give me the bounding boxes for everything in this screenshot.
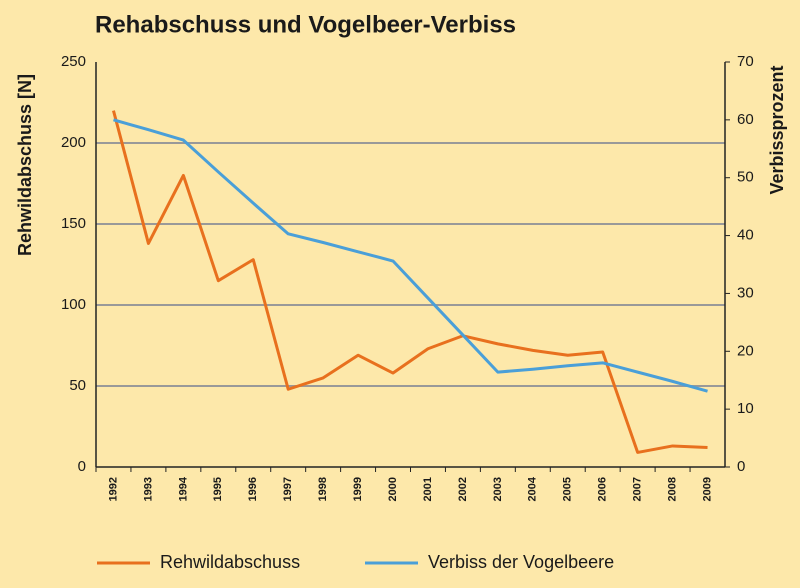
x-tick-label: 1997 [282, 477, 294, 501]
y2-tick-label: 30 [737, 284, 754, 301]
x-tick-label: 1993 [142, 477, 154, 501]
y-tick-label: 100 [61, 296, 86, 313]
x-tick-label: 1999 [352, 477, 364, 501]
x-tick-label: 2002 [457, 477, 469, 501]
y-tick-label: 150 [61, 215, 86, 232]
x-tick-label: 1998 [317, 477, 329, 501]
y2-axis-label: Verbissprozent [767, 65, 787, 194]
chart-title: Rehabschuss und Vogelbeer-Verbiss [95, 11, 516, 38]
y-axis-label: Rehwildabschuss [N] [15, 74, 35, 256]
x-tick-label: 2003 [492, 477, 504, 501]
series-line [112, 110, 708, 454]
x-tick-label: 1992 [107, 477, 119, 501]
x-tick-label: 2009 [701, 477, 713, 501]
y2-tick-label: 70 [737, 53, 754, 70]
x-tick-label: 2006 [597, 477, 609, 501]
y-tick-label: 50 [69, 377, 86, 394]
x-tick-label: 2004 [527, 476, 539, 501]
y-tick-label: 200 [61, 134, 86, 151]
y2-tick-label: 0 [737, 458, 745, 475]
x-tick-label: 1995 [212, 477, 224, 501]
series-line [113, 118, 708, 393]
y2-tick-label: 10 [737, 400, 754, 417]
y2-tick-label: 50 [737, 169, 754, 186]
x-tick-label: 2008 [666, 477, 678, 501]
y2-tick-label: 20 [737, 342, 754, 359]
y-tick-label: 0 [78, 458, 86, 475]
legend-label: Verbiss der Vogelbeere [428, 552, 614, 572]
y2-tick-label: 60 [737, 111, 754, 128]
x-tick-label: 2007 [632, 477, 644, 501]
x-tick-label: 1994 [177, 476, 189, 501]
x-tick-label: 2001 [422, 477, 434, 501]
legend-label: Rehwildabschuss [160, 552, 300, 572]
x-tick-label: 1996 [247, 477, 259, 501]
x-tick-label: 2005 [562, 477, 574, 501]
y2-tick-label: 40 [737, 227, 754, 244]
y-tick-label: 250 [61, 53, 86, 70]
x-tick-label: 2000 [387, 477, 399, 501]
